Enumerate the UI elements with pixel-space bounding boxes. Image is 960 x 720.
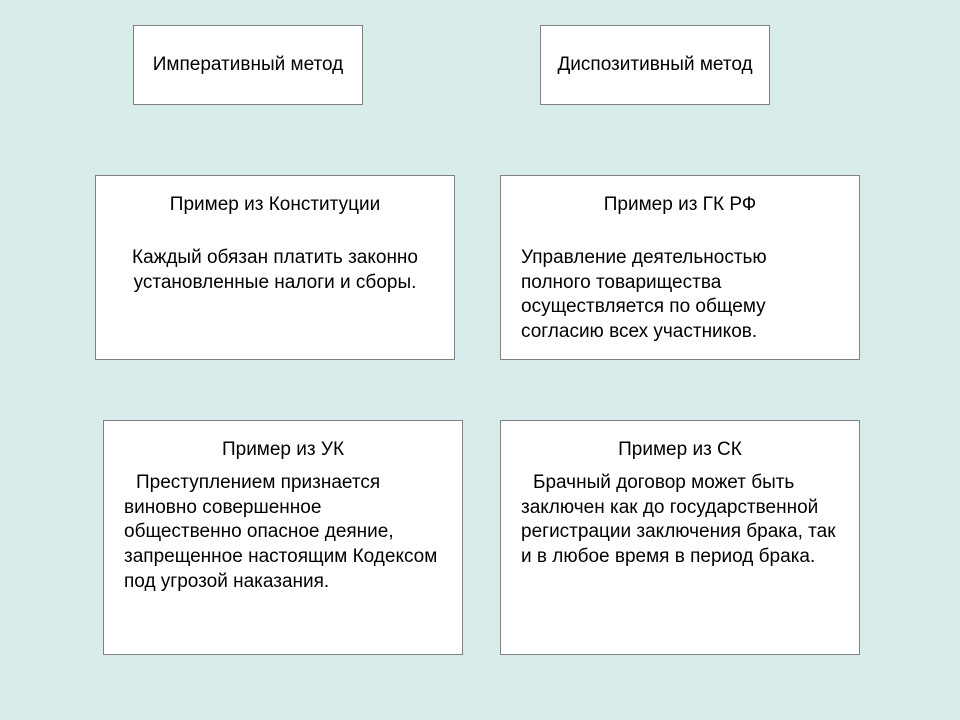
example-family-code-body: Брачный договор может быть заключен как … (521, 471, 839, 570)
example-criminal-code-body: Преступлением признается виновно соверше… (124, 471, 442, 594)
header-dispositive: Диспозитивный метод (540, 25, 770, 105)
example-constitution-body: Каждый обязан платить законно установлен… (116, 246, 434, 295)
header-imperative-text: Императивный метод (153, 53, 343, 78)
example-family-code: Пример из СК Брачный договор может быть … (500, 420, 860, 655)
example-constitution-title: Пример из Конституции (116, 194, 434, 216)
example-civil-code-title: Пример из ГК РФ (521, 194, 839, 216)
example-constitution: Пример из Конституции Каждый обязан плат… (95, 175, 455, 360)
header-dispositive-text: Диспозитивный метод (557, 53, 752, 78)
example-criminal-code: Пример из УК Преступлением признается ви… (103, 420, 463, 655)
example-criminal-code-title: Пример из УК (124, 439, 442, 461)
header-imperative: Императивный метод (133, 25, 363, 105)
example-family-code-title: Пример из СК (521, 439, 839, 461)
example-civil-code: Пример из ГК РФ Управление деятельностью… (500, 175, 860, 360)
example-civil-code-body: Управление деятельностью полного товарищ… (521, 246, 839, 345)
